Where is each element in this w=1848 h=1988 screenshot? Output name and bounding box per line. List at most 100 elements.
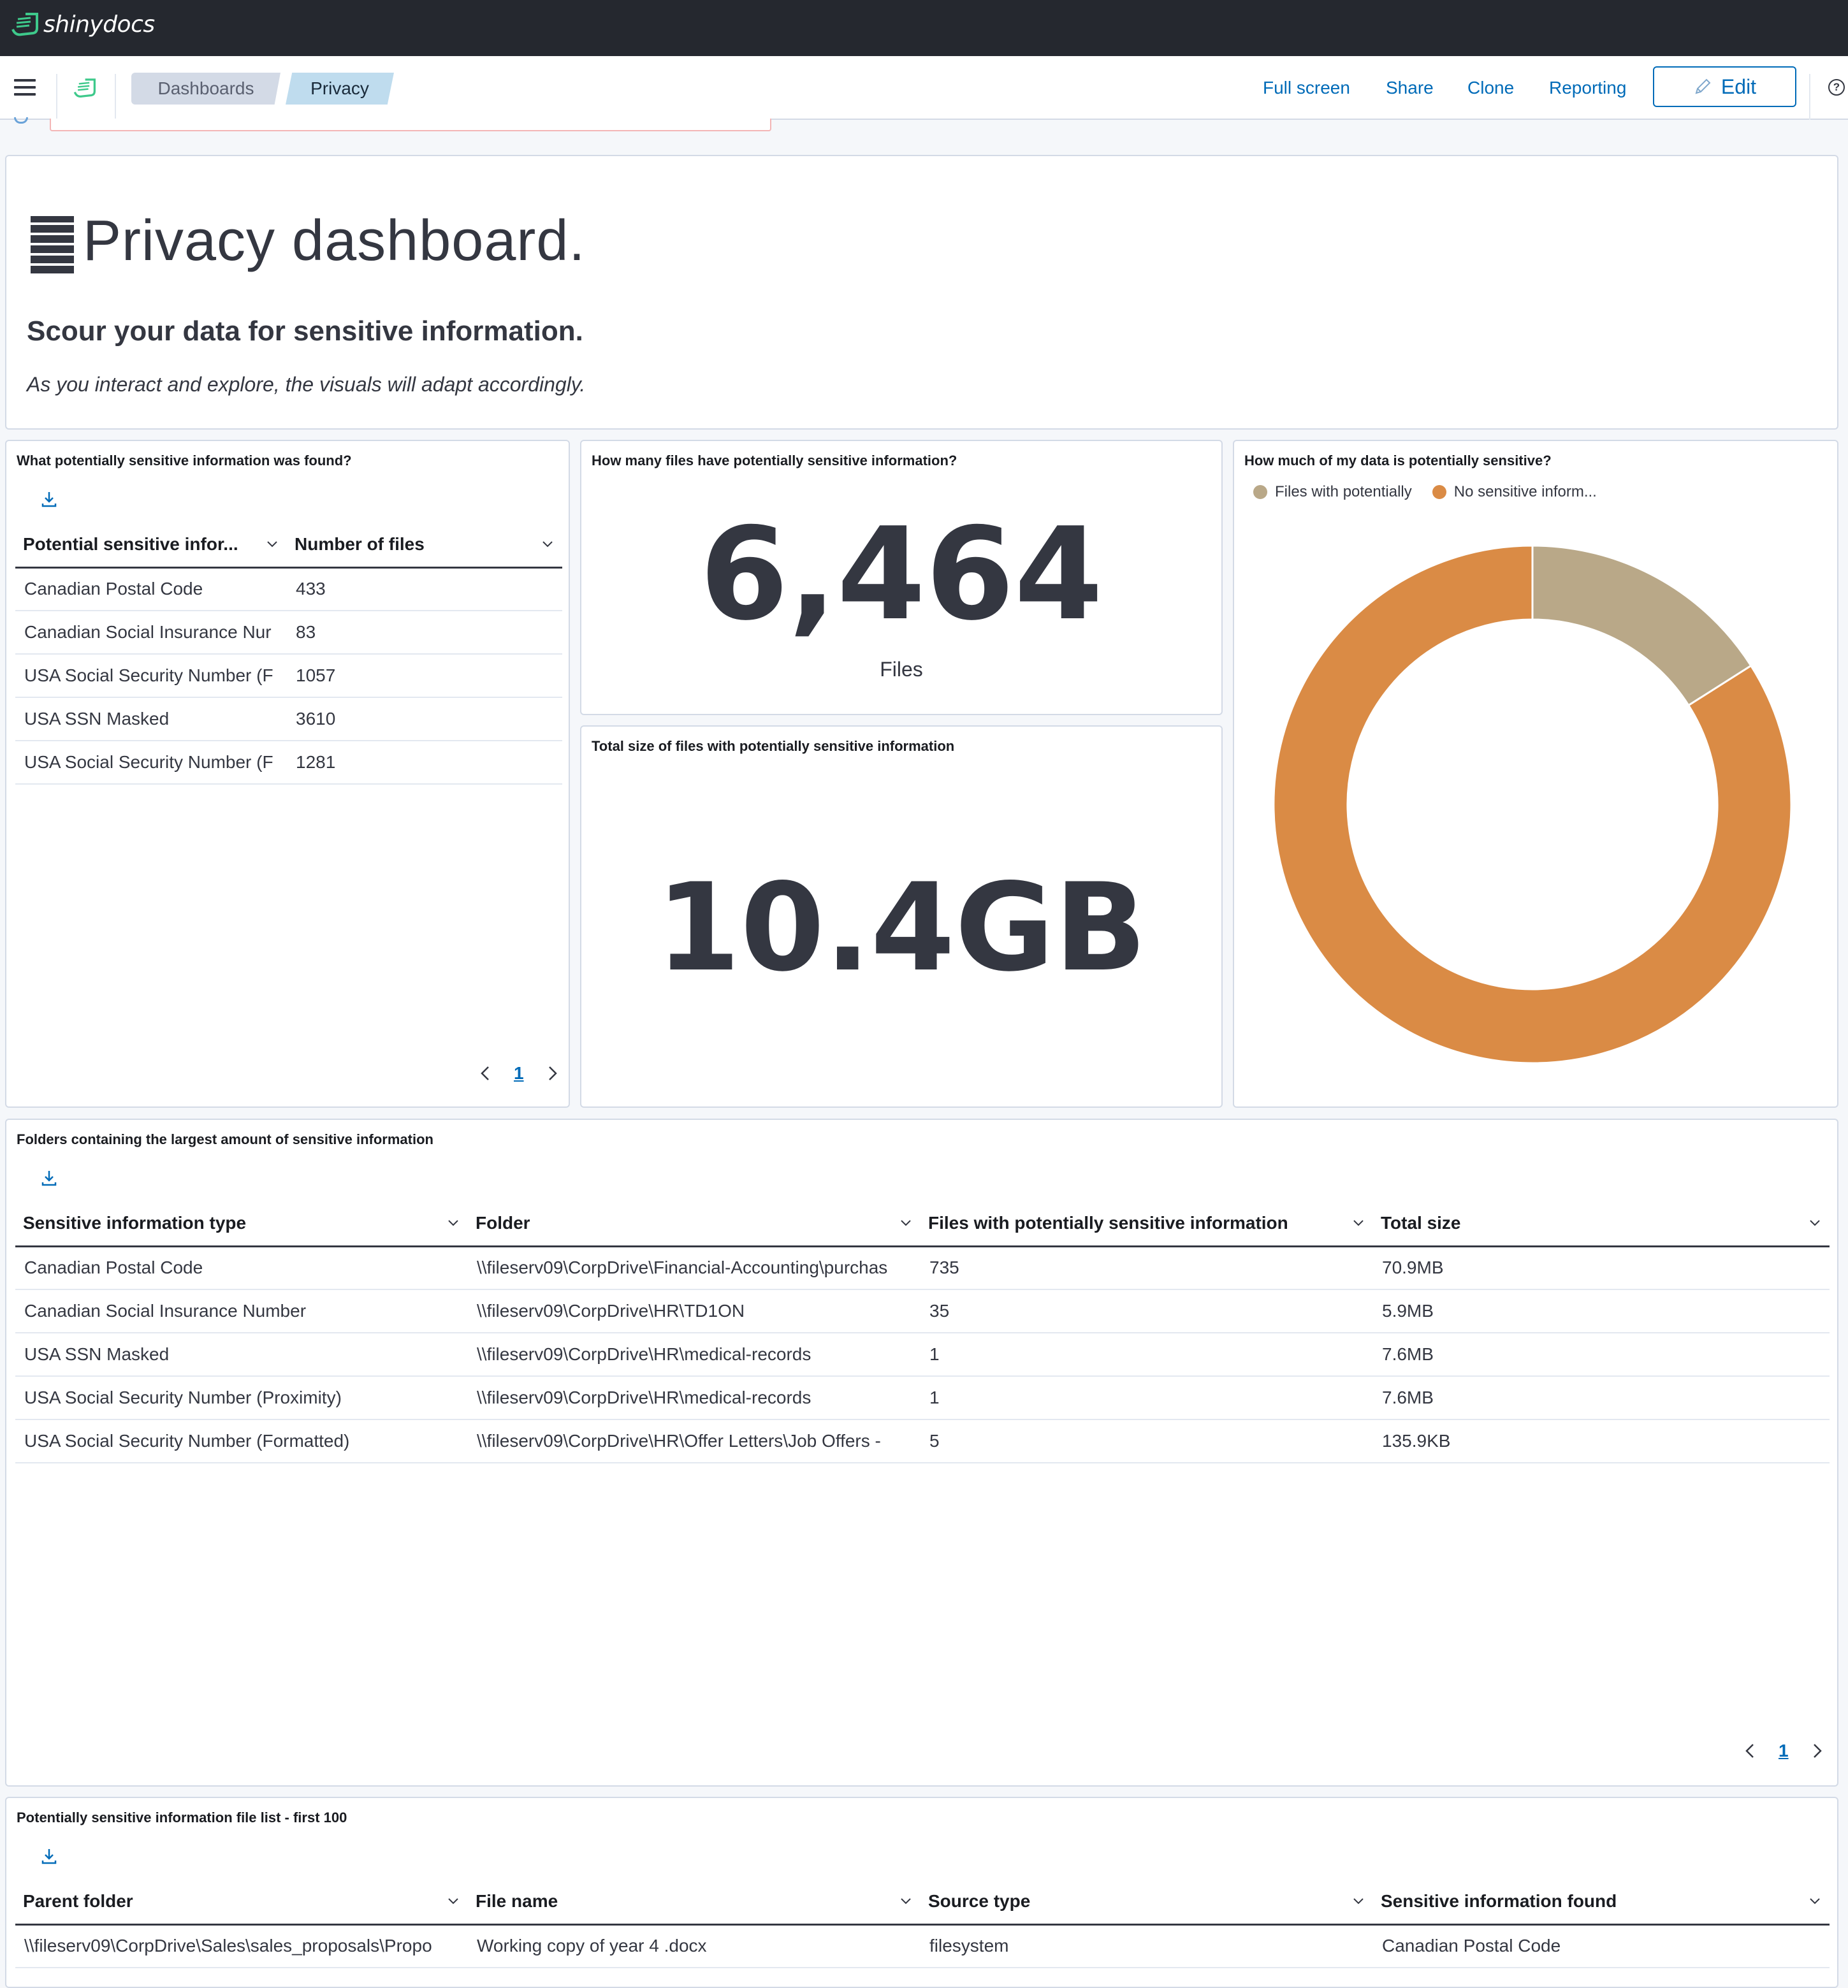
help-icon[interactable]: ? <box>1828 79 1845 96</box>
chevron-down-icon[interactable] <box>1808 1215 1822 1230</box>
download-icon[interactable] <box>40 1168 59 1187</box>
menu-icon[interactable] <box>14 79 36 97</box>
table-cell: Canadian Social Insurance Number <box>15 1289 468 1333</box>
chevron-right-icon[interactable] <box>1809 1742 1824 1760</box>
table-cell: 35 <box>920 1289 1373 1333</box>
clone-link[interactable]: Clone <box>1467 78 1515 98</box>
column-header[interactable]: Sensitive information found <box>1373 1880 1830 1926</box>
divider <box>56 74 57 120</box>
chevron-down-icon[interactable] <box>1351 1894 1365 1908</box>
chevron-down-icon[interactable] <box>1808 1894 1822 1908</box>
table-cell: Canadian Postal Code <box>1373 1924 1830 1968</box>
legend-label: No sensitive inform... <box>1453 483 1597 500</box>
column-header[interactable]: Files with potentially sensitive informa… <box>920 1201 1373 1247</box>
column-header-label: Number of files <box>295 534 425 555</box>
table-row[interactable]: USA Social Security Number (F 1057 <box>15 654 562 698</box>
column-header[interactable]: Source type <box>920 1880 1373 1926</box>
donut-slice[interactable] <box>1272 544 1793 1064</box>
table-cell: USA SSN Masked <box>15 697 287 741</box>
panel-title: What potentially sensitive information w… <box>17 453 352 468</box>
table-cell: 1281 <box>287 741 562 785</box>
column-header-label: Total size <box>1381 1213 1461 1233</box>
table-cell: USA Social Security Number (Formatted) <box>15 1419 468 1463</box>
chart-legend: Files with potentially No sensitive info… <box>1253 483 1597 501</box>
app-logo[interactable]: shinydocs <box>9 10 155 38</box>
navigation-bar: Dashboards Privacy Full screen Share Clo… <box>0 56 1848 120</box>
total-size-panel: Total size of files with potentially sen… <box>580 725 1223 1108</box>
page-description: As you interact and explore, the visuals… <box>27 373 586 396</box>
table-cell: 7.6MB <box>1373 1376 1830 1420</box>
chevron-down-icon[interactable] <box>1351 1215 1365 1230</box>
table-cell: USA Social Security Number (F <box>15 654 287 698</box>
table-row[interactable]: \\fileserv09\CorpDrive\Sales\sales_propo… <box>15 1924 1830 1968</box>
table-row[interactable]: Canadian Postal Code \\fileserv09\CorpDri… <box>15 1246 1830 1290</box>
column-header[interactable]: Total size <box>1373 1201 1830 1247</box>
table-cell: 3610 <box>287 697 562 741</box>
column-header[interactable]: Potential sensitive infor... <box>15 523 287 569</box>
table-row[interactable]: USA Social Security Number (Proximity) \\… <box>15 1376 1830 1420</box>
donut-slice[interactable] <box>1531 544 1752 707</box>
table-row[interactable]: Canadian Social Insurance Number \\filese… <box>15 1289 1830 1333</box>
column-header-label: File name <box>476 1891 558 1912</box>
chevron-down-icon[interactable] <box>446 1215 460 1230</box>
table-cell: USA Social Security Number (Proximity) <box>15 1376 468 1420</box>
full-screen-link[interactable]: Full screen <box>1263 78 1350 98</box>
table-row[interactable]: USA SSN Masked \\fileserv09\CorpDrive\HR\… <box>15 1333 1830 1377</box>
table-row[interactable]: USA SSN Masked 3610 <box>15 697 562 741</box>
chevron-right-icon[interactable] <box>544 1064 560 1082</box>
table-row[interactable]: Canadian Postal Code 433 <box>15 567 562 611</box>
intro-panel: Privacy dashboard. Scour your data for s… <box>5 155 1838 430</box>
page-number[interactable]: 1 <box>1779 1741 1789 1760</box>
found-info-panel: What potentially sensitive information w… <box>5 440 570 1108</box>
edit-button[interactable]: Edit <box>1653 66 1796 107</box>
column-header-label: Files with potentially sensitive informa… <box>928 1213 1288 1233</box>
table-row[interactable]: USA Social Security Number (Formatted) \\… <box>15 1419 1830 1463</box>
table-cell: \\fileserv09\CorpDrive\HR\medical-record… <box>468 1376 920 1420</box>
table-cell: \\fileserv09\CorpDrive\Financial-Account… <box>468 1246 920 1290</box>
chevron-left-icon[interactable] <box>478 1064 493 1082</box>
column-header[interactable]: Sensitive information type <box>15 1201 468 1247</box>
column-header[interactable]: File name <box>468 1880 920 1926</box>
column-header[interactable]: Folder <box>468 1201 920 1247</box>
page-subtitle: Scour your data for sensitive informatio… <box>27 316 583 347</box>
pencil-icon <box>1695 78 1711 94</box>
panel-title: How much of my data is potentially sensi… <box>1244 453 1552 468</box>
breadcrumb-dashboards[interactable]: Dashboards <box>131 73 280 105</box>
database-icon <box>31 216 74 273</box>
column-header[interactable]: Number of files <box>287 523 562 569</box>
top-header: shinydocs <box>0 0 1848 56</box>
table-row[interactable]: USA Social Security Number (F 1281 <box>15 741 562 785</box>
files-count-value: 6,464 <box>699 500 1103 649</box>
pagination: 1 <box>478 1063 560 1084</box>
page-number[interactable]: 1 <box>514 1063 524 1083</box>
legend-item[interactable]: Files with potentially <box>1253 483 1412 501</box>
edit-button-label: Edit <box>1721 75 1757 98</box>
chevron-down-icon[interactable] <box>899 1215 913 1230</box>
home-logo-icon[interactable] <box>70 76 98 99</box>
chevron-down-icon[interactable] <box>265 537 279 551</box>
legend-label: Files with potentially <box>1275 483 1412 500</box>
column-header-label: Source type <box>928 1891 1031 1912</box>
pagination: 1 <box>1743 1741 1824 1761</box>
table-cell: 433 <box>287 567 562 611</box>
table-cell: 135.9KB <box>1373 1419 1830 1463</box>
table-cell: 1 <box>920 1333 1373 1377</box>
legend-item[interactable]: No sensitive inform... <box>1432 483 1597 501</box>
reporting-link[interactable]: Reporting <box>1549 78 1627 98</box>
chevron-left-icon[interactable] <box>1743 1742 1758 1760</box>
column-header[interactable]: Parent folder <box>15 1880 468 1926</box>
panel-title: How many files have potentially sensitiv… <box>592 453 957 468</box>
table-header-row: Potential sensitive infor... Number of f… <box>15 523 562 569</box>
table-cell: Canadian Postal Code <box>15 567 287 611</box>
divider <box>1809 74 1810 120</box>
chevron-down-icon[interactable] <box>899 1894 913 1908</box>
table-cell: \\fileserv09\CorpDrive\Sales\sales_propo… <box>15 1924 468 1968</box>
download-icon[interactable] <box>40 1847 59 1866</box>
shinydocs-logo-icon <box>11 13 38 36</box>
download-icon[interactable] <box>40 490 59 509</box>
chevron-down-icon[interactable] <box>446 1894 460 1908</box>
share-link[interactable]: Share <box>1386 78 1434 98</box>
chevron-down-icon[interactable] <box>541 537 555 551</box>
column-header-label: Sensitive information found <box>1381 1891 1617 1912</box>
table-row[interactable]: Canadian Social Insurance Nur 83 <box>15 611 562 655</box>
